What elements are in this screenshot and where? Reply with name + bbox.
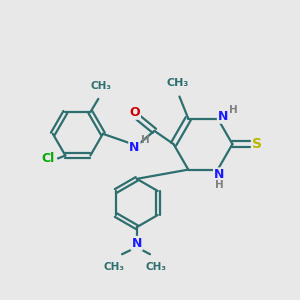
Text: H: H (141, 135, 149, 145)
Text: CH₃: CH₃ (103, 262, 124, 272)
Text: N: N (129, 141, 140, 154)
Text: N: N (214, 168, 224, 182)
Text: CH₃: CH₃ (167, 78, 189, 88)
Text: Cl: Cl (41, 152, 54, 165)
Text: H: H (229, 105, 237, 116)
Text: O: O (129, 106, 140, 119)
Text: N: N (132, 237, 142, 250)
Text: H: H (215, 180, 224, 190)
Text: CH₃: CH₃ (146, 262, 167, 272)
Text: S: S (253, 137, 262, 151)
Text: CH₃: CH₃ (90, 81, 111, 91)
Text: N: N (218, 110, 228, 123)
